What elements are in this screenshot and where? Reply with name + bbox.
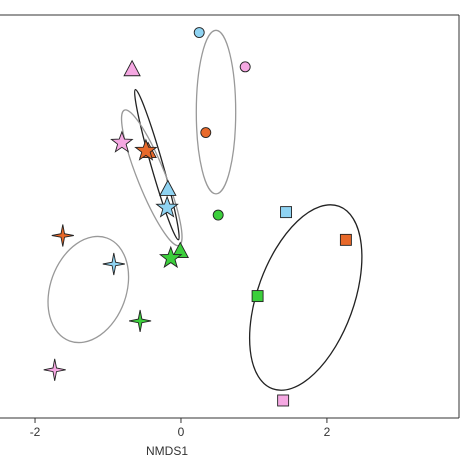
point [277, 394, 290, 407]
point [251, 290, 264, 303]
x-tick-label: 2 [324, 425, 331, 439]
point [43, 358, 66, 381]
x-axis-label: NMDS1 [146, 444, 188, 458]
point [193, 27, 205, 38]
point [134, 138, 158, 161]
point [171, 241, 189, 258]
point [200, 127, 212, 138]
x-tick-label: 0 [178, 425, 185, 439]
point [123, 59, 141, 77]
point [159, 245, 183, 269]
ellipse [248, 204, 363, 391]
point [159, 179, 177, 196]
point [129, 309, 152, 332]
point [212, 209, 224, 221]
point [102, 252, 125, 276]
point [339, 233, 352, 246]
point [155, 195, 179, 218]
ellipse [47, 235, 130, 344]
ellipse [133, 88, 180, 241]
ellipse [195, 29, 237, 195]
point [110, 130, 134, 153]
point [239, 61, 251, 73]
x-tick-label: -2 [30, 425, 41, 439]
point [51, 224, 74, 247]
point [280, 206, 293, 219]
